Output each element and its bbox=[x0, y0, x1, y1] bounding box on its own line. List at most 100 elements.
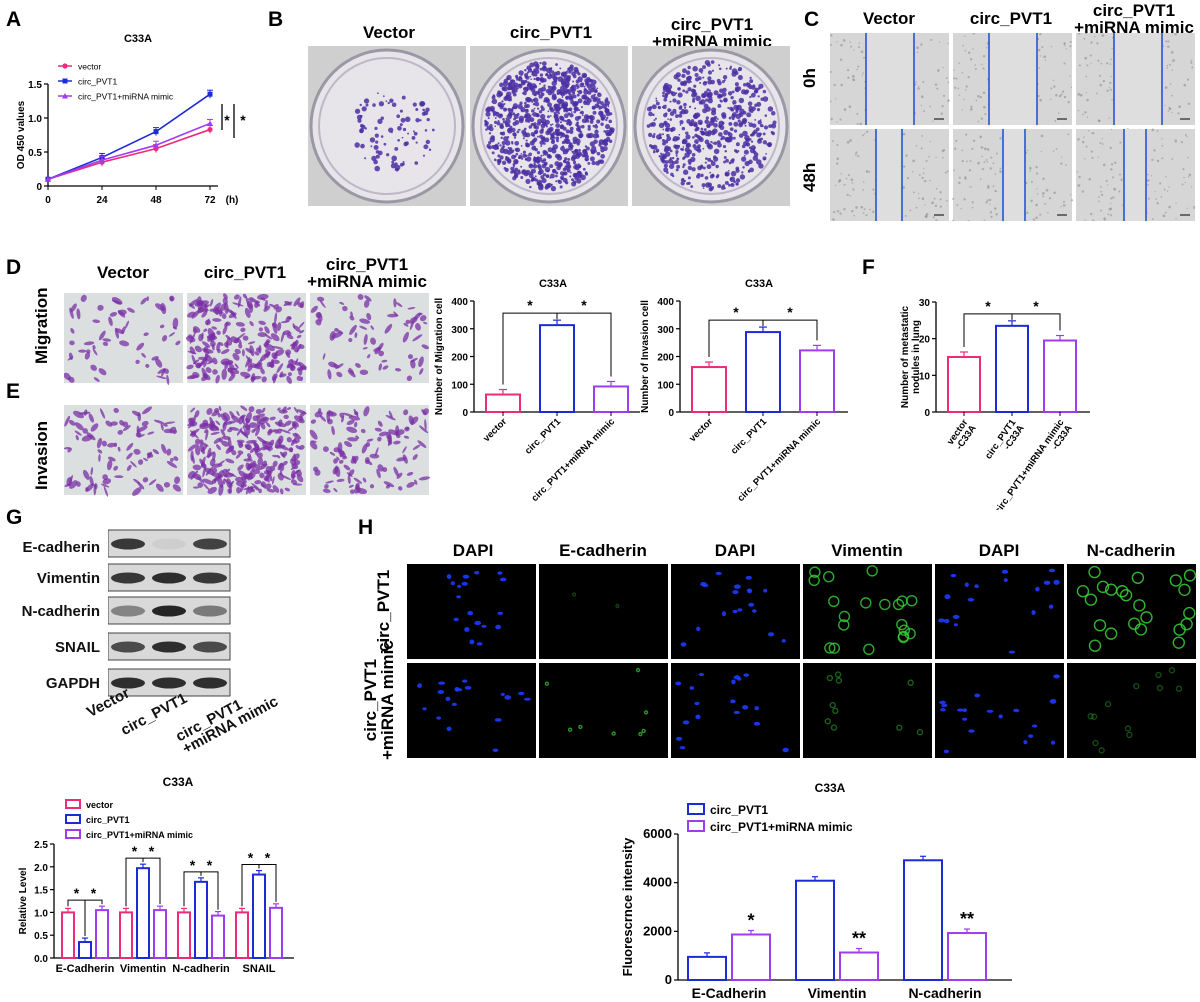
stained-cell bbox=[374, 427, 382, 432]
colony bbox=[423, 110, 429, 116]
cell-speck bbox=[990, 156, 993, 159]
stained-cell bbox=[97, 449, 103, 454]
colony bbox=[374, 165, 381, 172]
stained-cell bbox=[291, 473, 296, 478]
colony bbox=[669, 157, 673, 160]
bar-SNAIL-0 bbox=[235, 911, 249, 959]
cell-speck bbox=[1084, 56, 1088, 60]
colony bbox=[649, 106, 653, 110]
colony bbox=[655, 99, 658, 102]
colony bbox=[555, 106, 561, 112]
cell-speck bbox=[920, 95, 924, 99]
colony bbox=[565, 129, 570, 134]
colony bbox=[695, 135, 698, 137]
colony bbox=[511, 106, 515, 110]
colony bbox=[514, 106, 518, 110]
colony bbox=[664, 160, 669, 164]
colony bbox=[551, 123, 554, 126]
stained-cell bbox=[102, 478, 112, 485]
stained-cell bbox=[245, 355, 251, 363]
colony bbox=[565, 95, 570, 100]
stained-cell bbox=[90, 467, 94, 476]
legend-marker bbox=[62, 93, 68, 99]
stained-cell bbox=[393, 440, 401, 445]
colony bbox=[652, 113, 655, 117]
colony bbox=[522, 169, 527, 174]
stained-cell bbox=[250, 373, 256, 383]
colony bbox=[570, 171, 572, 174]
colony bbox=[729, 135, 733, 140]
fluorescent-cell bbox=[1180, 617, 1193, 631]
nucleus bbox=[763, 588, 768, 593]
cell-speck bbox=[1191, 66, 1194, 69]
nucleus bbox=[474, 620, 482, 626]
wound-gap bbox=[1124, 129, 1146, 221]
stained-cell bbox=[242, 293, 247, 299]
fluorescent-cell bbox=[896, 618, 908, 631]
colony bbox=[534, 175, 537, 178]
stained-cell bbox=[215, 374, 220, 384]
colony bbox=[540, 128, 544, 132]
cell-speck bbox=[1065, 48, 1068, 50]
blot-label-gapdh: GAPDH bbox=[45, 675, 100, 692]
panel-e-row-invasion: Invasion bbox=[32, 421, 51, 490]
stained-cell bbox=[257, 293, 269, 300]
colony bbox=[489, 136, 495, 143]
stained-cell bbox=[88, 413, 95, 423]
stained-cell bbox=[346, 419, 355, 425]
chart-title: C33A bbox=[745, 278, 773, 290]
stained-cell bbox=[248, 422, 258, 428]
stained-cell bbox=[279, 451, 286, 458]
stained-cell bbox=[414, 479, 418, 485]
colony bbox=[513, 85, 518, 90]
colony bbox=[666, 171, 669, 174]
colony bbox=[391, 131, 393, 134]
cell-speck bbox=[972, 48, 974, 50]
colony bbox=[709, 171, 712, 174]
stained-cell bbox=[266, 422, 271, 428]
stained-cell bbox=[292, 433, 298, 438]
wound-gap bbox=[1003, 129, 1025, 221]
stained-cell bbox=[197, 482, 204, 488]
colony bbox=[725, 158, 729, 163]
cell-speck bbox=[1043, 55, 1046, 59]
stained-cell bbox=[133, 448, 141, 455]
cell-speck bbox=[1186, 136, 1188, 138]
stained-cell bbox=[295, 339, 299, 346]
colony bbox=[533, 107, 536, 110]
stained-cell bbox=[232, 352, 240, 361]
cell-speck bbox=[1040, 150, 1042, 153]
cell-speck bbox=[1098, 196, 1100, 198]
colony bbox=[720, 99, 723, 103]
fluorescent-cell bbox=[1133, 682, 1140, 690]
stained-cell bbox=[289, 447, 293, 453]
colony bbox=[510, 150, 514, 154]
colony bbox=[372, 103, 376, 107]
cell-speck bbox=[1090, 150, 1093, 153]
x-tick-label: 0 bbox=[45, 195, 51, 206]
colony bbox=[680, 147, 683, 151]
cell-speck bbox=[836, 143, 839, 147]
stained-cell bbox=[279, 371, 284, 378]
colony bbox=[690, 185, 694, 188]
stained-cell bbox=[209, 416, 214, 426]
colony bbox=[598, 105, 603, 110]
colony bbox=[749, 95, 752, 99]
nucleus bbox=[781, 639, 786, 643]
nucleus bbox=[1035, 586, 1040, 592]
colony bbox=[694, 107, 697, 110]
colony bbox=[520, 109, 523, 112]
stained-cell bbox=[143, 457, 148, 462]
colony bbox=[705, 182, 711, 188]
cell-speck bbox=[1026, 211, 1029, 214]
cell-speck bbox=[1086, 116, 1089, 118]
fluorescent-cell bbox=[824, 642, 836, 654]
colony bbox=[742, 82, 747, 87]
cell-speck bbox=[1161, 144, 1164, 147]
stained-cell bbox=[419, 315, 427, 322]
colony bbox=[732, 103, 735, 105]
stained-cell bbox=[309, 441, 318, 450]
colony bbox=[369, 137, 376, 143]
colony bbox=[696, 126, 699, 130]
y-tick-label: 1.5 bbox=[28, 80, 42, 91]
